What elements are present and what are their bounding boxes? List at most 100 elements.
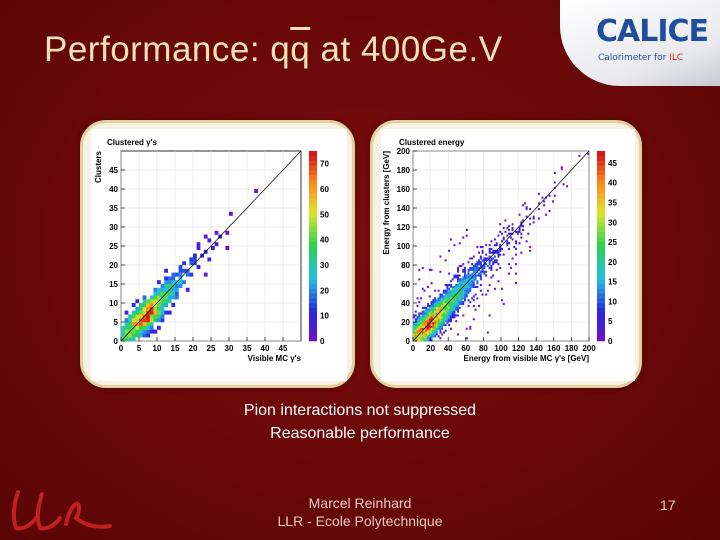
heatmap-bin — [474, 265, 477, 268]
heatmap-bin — [420, 329, 422, 332]
heatmap-bin — [182, 268, 186, 273]
x-tick-label: 5 — [137, 344, 142, 353]
heatmap-bin — [439, 322, 442, 325]
colorbar-segment — [309, 312, 317, 318]
heatmap-bin — [453, 297, 456, 300]
heatmap-bin — [469, 325, 472, 328]
heatmap-bin — [425, 318, 428, 321]
heatmap-bin — [421, 325, 424, 328]
heatmap-bin — [416, 337, 419, 340]
heatmap-bin — [476, 282, 479, 285]
heatmap-bin — [434, 308, 437, 311]
heatmap-bin — [432, 322, 435, 325]
heatmap-bin — [178, 280, 183, 285]
heatmap-bin — [552, 200, 554, 203]
colorbar-tick-label: 60 — [320, 185, 329, 194]
heatmap-bin — [483, 270, 486, 273]
heatmap-bin — [446, 297, 449, 300]
heatmap-bin — [449, 238, 452, 241]
heatmap-bin — [425, 306, 428, 309]
heatmap-bin — [479, 272, 482, 275]
y-tick-label: 80 — [401, 261, 410, 270]
heatmap-bin — [444, 259, 447, 262]
heatmap-bin — [149, 314, 154, 319]
heatmap-bin — [449, 280, 452, 283]
heatmap-bin — [444, 293, 447, 296]
heatmap-bin — [474, 276, 477, 279]
colorbar-segment — [309, 260, 317, 266]
heatmap-bin — [457, 308, 459, 311]
heatmap-bin — [495, 261, 498, 264]
heatmap-bin — [211, 246, 215, 250]
heatmap-bin — [439, 295, 442, 298]
heatmap-bin — [451, 304, 454, 307]
page-number: 17 — [660, 497, 676, 513]
heatmap-bin — [453, 310, 456, 313]
heatmap-bin — [446, 310, 449, 313]
colorbar-segment — [309, 284, 317, 290]
colorbar-segment — [309, 236, 317, 242]
heatmap-bin — [418, 318, 421, 321]
heatmap-bin — [178, 265, 183, 269]
colorbar-segment — [309, 293, 317, 299]
heatmap-bin — [460, 297, 463, 300]
heatmap-bin — [467, 299, 470, 302]
heatmap-bin — [442, 331, 445, 334]
heatmap-bin — [425, 316, 428, 319]
heatmap-bin — [472, 268, 475, 271]
heatmap-bin — [423, 314, 426, 317]
heatmap-bin — [483, 272, 486, 275]
heatmap-bin — [472, 284, 475, 287]
heatmap-bin — [488, 261, 491, 264]
heatmap-bin — [511, 228, 514, 231]
x-tick-label: 45 — [279, 344, 288, 353]
heatmap-bin — [490, 257, 493, 260]
heatmap-bin — [157, 314, 161, 319]
heatmap-bin — [157, 325, 161, 330]
heatmap-bin — [462, 289, 465, 292]
heatmap-bin — [196, 265, 201, 269]
heatmap-bin — [167, 291, 172, 296]
heatmap-bin — [435, 333, 438, 336]
y-tick-label: 25 — [109, 242, 118, 251]
heatmap-bin — [448, 272, 451, 275]
heatmap-bin — [508, 225, 510, 228]
heatmap-bin — [441, 322, 444, 325]
heatmap-bin — [435, 303, 438, 306]
heatmap-bin — [214, 242, 219, 247]
heatmap-bin — [413, 322, 415, 325]
heatmap-bin — [164, 303, 168, 307]
heatmap-bin — [442, 301, 445, 304]
colorbar-segment — [597, 284, 605, 290]
heatmap-bin — [495, 242, 498, 245]
heatmap-bin — [135, 325, 140, 330]
heatmap-bin — [439, 329, 442, 332]
heatmap-bin — [437, 322, 440, 325]
heatmap-bin — [509, 266, 512, 269]
heatmap-bin — [448, 308, 451, 311]
heatmap-bin — [171, 280, 176, 285]
heatmap-bin — [490, 265, 493, 268]
heatmap-bin — [457, 266, 459, 269]
heatmap-bin — [444, 306, 447, 309]
heatmap-bin — [430, 310, 433, 313]
heatmap-bin — [499, 266, 502, 269]
x-tick-label: 120 — [512, 344, 526, 353]
heatmap-bin — [441, 314, 444, 317]
heatmap-bin — [441, 320, 444, 323]
heatmap-bin — [460, 265, 463, 268]
heatmap-bin — [492, 274, 495, 277]
heatmap-bin — [492, 257, 495, 260]
heatmap-bin — [425, 320, 428, 323]
heatmap-bin — [164, 280, 168, 285]
heatmap-bin — [121, 329, 125, 334]
heatmap-bin — [460, 293, 463, 296]
heatmap-bin — [451, 289, 454, 292]
heatmap-bin — [121, 325, 125, 330]
heatmap-bin — [135, 329, 140, 334]
heatmap-bin — [437, 316, 440, 319]
heatmap-bin — [414, 325, 417, 328]
colorbar-segment — [309, 288, 317, 294]
heatmap-bin — [427, 314, 430, 317]
heatmap-bin — [414, 335, 417, 338]
